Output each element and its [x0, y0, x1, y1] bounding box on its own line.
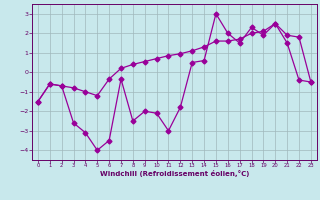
- X-axis label: Windchill (Refroidissement éolien,°C): Windchill (Refroidissement éolien,°C): [100, 170, 249, 177]
